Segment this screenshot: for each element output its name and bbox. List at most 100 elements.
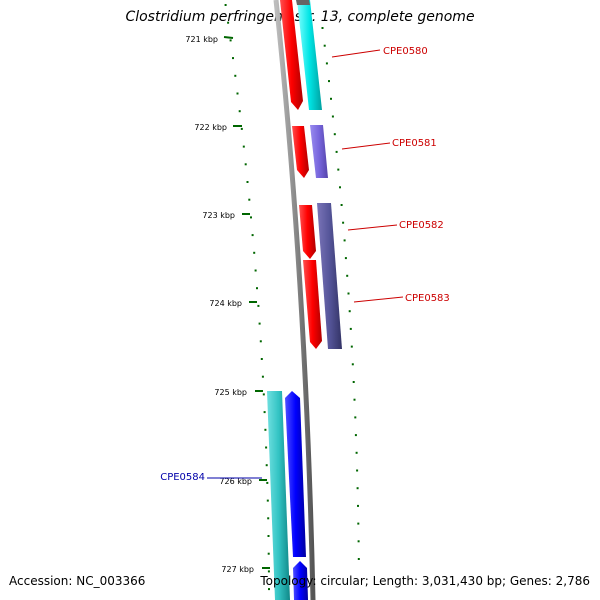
gene-label-cpe0580: CPE0580 (383, 46, 428, 57)
track-tick-dot (328, 80, 330, 83)
minor-tick-dot (261, 375, 264, 378)
minor-tick-dot (262, 393, 265, 396)
track-tick-dot (330, 97, 332, 100)
gene-bar (310, 125, 328, 178)
minor-tick-dot (265, 464, 268, 467)
genome-backbone (273, 0, 316, 600)
minor-tick-dot (258, 322, 261, 325)
minor-tick-dot (236, 92, 239, 95)
track-tick-dot (342, 221, 345, 224)
track-tick-dot (357, 540, 360, 543)
gene-cpe0580[interactable] (280, 0, 322, 110)
tick-label-723: 723 kbp (202, 211, 235, 220)
tick-label-726: 726 kbp (219, 477, 252, 486)
gene-bar (297, 0, 322, 110)
minor-tick-dot (259, 340, 262, 343)
track-tick-dot (344, 257, 347, 260)
accession-text: Accession: NC_003366 (9, 574, 146, 588)
track-tick-dot (339, 186, 341, 189)
gene-label-cpe0584: CPE0584 (160, 472, 205, 483)
track-tick-dot (340, 204, 343, 206)
track-tick-dot (351, 363, 354, 366)
cds-bar (303, 260, 322, 349)
minor-tick-dot (267, 535, 270, 537)
track-tick-dot (357, 558, 360, 560)
minor-tick-dot (240, 127, 243, 130)
tick-label-724: 724 kbp (209, 299, 242, 308)
minor-tick-dot (263, 411, 266, 414)
minor-tick-dot (244, 163, 247, 166)
gene-bar (267, 391, 290, 600)
tick-721 (223, 36, 234, 39)
minor-tick-dot (266, 499, 269, 502)
minor-tick-dot (238, 110, 241, 113)
track-minor-ticks (321, 27, 360, 560)
tick-label-721: 721 kbp (185, 35, 218, 44)
tick-label-725: 725 kbp (214, 388, 247, 397)
minor-tick-dot (257, 304, 260, 307)
minor-tick-dot (251, 234, 254, 237)
track-tick-dot (352, 381, 355, 383)
cds-bar (299, 205, 316, 259)
cds-bar (292, 126, 309, 178)
minor-tick-dot (246, 181, 249, 183)
gene-labels: CPE0580 CPE0581 CPE0582 CPE0583 CPE0584 (160, 46, 450, 483)
track-tick-dot (355, 451, 358, 454)
minor-tick-dot (229, 39, 232, 42)
gene-cpe0583[interactable] (303, 203, 342, 349)
track-tick-dot (333, 133, 336, 136)
track-tick-dot (357, 504, 359, 507)
gene-cpe0584[interactable] (267, 391, 308, 600)
minor-tick-dot (242, 145, 245, 148)
cds-bar-2 (293, 561, 308, 600)
gene-label-cpe0582: CPE0582 (399, 220, 444, 231)
minor-tick-dot (256, 287, 258, 290)
minor-tick-dot (232, 57, 234, 60)
tick-label-722: 722 kbp (194, 123, 227, 132)
track-tick-dot (356, 469, 359, 472)
minor-tick-dot (253, 251, 256, 254)
track-tick-dot (331, 115, 334, 118)
track-tick-dot (321, 27, 324, 29)
gene-cpe0582[interactable] (299, 205, 316, 259)
minor-tick-dot (224, 4, 227, 6)
minor-tick-dot (265, 446, 268, 449)
minor-tick-dot (234, 74, 237, 77)
gene-bar (317, 203, 342, 349)
minor-tick-dot (267, 570, 270, 573)
track-tick-dot (335, 150, 338, 153)
track-tick-dot (337, 168, 340, 171)
track-tick-dot (357, 522, 360, 525)
track-tick-dot (354, 434, 357, 437)
minor-tick-dot (267, 517, 270, 520)
minor-tick-dot (268, 588, 270, 591)
cds-bar (285, 391, 306, 557)
track-tick-dot (348, 310, 351, 313)
topology-text: Topology: circular; Length: 3,031,430 bp… (260, 574, 590, 588)
track-tick-dot (350, 345, 353, 348)
track-tick-dot (349, 327, 352, 330)
track-tick-dot (347, 292, 350, 295)
track-tick-dot (343, 239, 346, 242)
track-tick-dot (346, 274, 349, 277)
gene-cpe0581[interactable] (292, 125, 328, 178)
ruler-major-ticks (223, 36, 270, 569)
track-tick-dot (356, 487, 359, 490)
cds-bar (280, 0, 303, 110)
minor-tick-dot (266, 481, 269, 484)
gene-cap-top (296, 0, 310, 5)
minor-tick-dot (264, 428, 267, 431)
gene-leader-lines (207, 49, 404, 479)
track-tick-dot (354, 416, 357, 419)
minor-tick-dot (250, 216, 252, 219)
gene-label-cpe0583: CPE0583 (405, 293, 450, 304)
minor-tick-dot (260, 358, 263, 360)
ruler-minor-ticks (224, 4, 270, 591)
track-tick-dot (325, 62, 328, 65)
tick-label-727: 727 kbp (221, 565, 254, 574)
minor-tick-dot (267, 552, 270, 555)
track-tick-dot (353, 398, 356, 401)
track-tick-dot (323, 44, 326, 47)
